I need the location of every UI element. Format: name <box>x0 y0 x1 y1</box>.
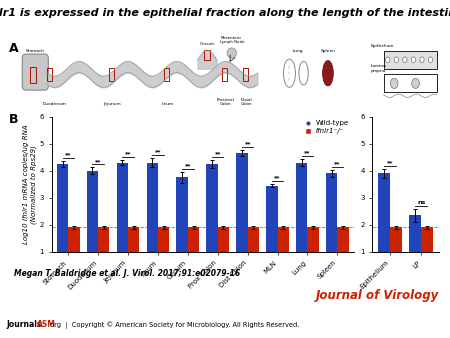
Bar <box>278 227 289 279</box>
Circle shape <box>386 57 390 63</box>
Text: Journals.: Journals. <box>7 320 45 329</box>
Bar <box>236 153 248 279</box>
Text: A: A <box>9 42 18 55</box>
Circle shape <box>420 57 424 63</box>
Text: Megan T. Baldridge et al. J. Virol. 2017;91:e02079-16: Megan T. Baldridge et al. J. Virol. 2017… <box>14 269 239 278</box>
Ellipse shape <box>323 61 333 86</box>
Legend: Wild-type, Ifnlr1⁻/⁻: Wild-type, Ifnlr1⁻/⁻ <box>303 119 351 136</box>
Text: **: ** <box>215 151 221 156</box>
Bar <box>243 68 248 81</box>
Bar <box>378 173 390 279</box>
Bar <box>98 227 109 279</box>
Bar <box>164 68 169 81</box>
Text: **: ** <box>95 159 101 164</box>
Text: Ifnlr1 is expressed in the epithelial fraction along the length of the intestine: Ifnlr1 is expressed in the epithelial fr… <box>0 8 450 19</box>
Text: ns: ns <box>417 200 425 205</box>
Text: B: B <box>9 113 18 126</box>
FancyBboxPatch shape <box>22 54 48 90</box>
Bar <box>108 68 114 81</box>
Bar <box>390 227 402 279</box>
Text: ASM: ASM <box>37 320 56 329</box>
Bar <box>117 163 128 279</box>
Bar <box>188 227 199 279</box>
Ellipse shape <box>284 59 296 87</box>
Bar <box>218 227 229 279</box>
Bar <box>421 227 433 279</box>
Ellipse shape <box>227 48 236 58</box>
Circle shape <box>403 57 407 63</box>
Bar <box>222 68 227 81</box>
Text: org  |  Copyright © American Society for Microbiology. All Rights Reserved.: org | Copyright © American Society for M… <box>50 321 300 329</box>
Bar <box>57 164 68 279</box>
Bar <box>383 51 437 69</box>
Bar <box>307 227 319 279</box>
Bar <box>158 227 169 279</box>
Text: Jejunum: Jejunum <box>103 102 121 106</box>
Bar <box>68 227 80 279</box>
Text: Duodenum: Duodenum <box>42 102 66 106</box>
Bar <box>296 163 307 279</box>
Text: **: ** <box>184 163 191 168</box>
Text: **: ** <box>274 175 281 180</box>
Bar <box>147 163 158 279</box>
Text: Cecum: Cecum <box>199 42 215 46</box>
Bar <box>266 186 278 279</box>
Bar <box>338 227 349 279</box>
Text: Spleen: Spleen <box>320 49 335 53</box>
Text: Epithelium: Epithelium <box>371 44 394 48</box>
Text: Proximal
Colon: Proximal Colon <box>216 98 234 106</box>
Text: Mesenteric
Lymph Node: Mesenteric Lymph Node <box>220 36 244 44</box>
Bar <box>176 177 188 279</box>
Bar <box>326 173 338 279</box>
Text: **: ** <box>125 151 131 156</box>
Circle shape <box>428 57 433 63</box>
Text: Stomach: Stomach <box>26 49 45 53</box>
Text: Distal
Colon: Distal Colon <box>241 98 252 106</box>
Bar <box>248 227 259 279</box>
Text: **: ** <box>65 152 72 157</box>
Circle shape <box>412 78 419 89</box>
Y-axis label: Log10 Ifnlr1 mRNA copies/ug RNA
(Normalized to Rps29): Log10 Ifnlr1 mRNA copies/ug RNA (Normali… <box>23 124 37 244</box>
Text: **: ** <box>387 160 393 165</box>
Text: **: ** <box>304 150 311 155</box>
Text: Lamina
propria: Lamina propria <box>371 64 387 73</box>
Text: **: ** <box>244 142 251 147</box>
Circle shape <box>390 78 398 89</box>
Bar <box>207 164 218 279</box>
Bar <box>410 215 421 279</box>
Text: **: ** <box>155 149 161 154</box>
Bar <box>204 50 210 60</box>
Text: **: ** <box>334 161 341 166</box>
Text: Journal of Virology: Journal of Virology <box>315 289 439 302</box>
Bar <box>30 67 36 83</box>
Bar <box>87 171 98 279</box>
Circle shape <box>394 57 399 63</box>
Text: Lung: Lung <box>292 49 303 53</box>
Bar <box>47 68 52 81</box>
Circle shape <box>411 57 416 63</box>
Ellipse shape <box>299 62 308 85</box>
Text: Ileum: Ileum <box>162 102 174 106</box>
Bar <box>128 227 140 279</box>
Bar <box>383 74 437 92</box>
